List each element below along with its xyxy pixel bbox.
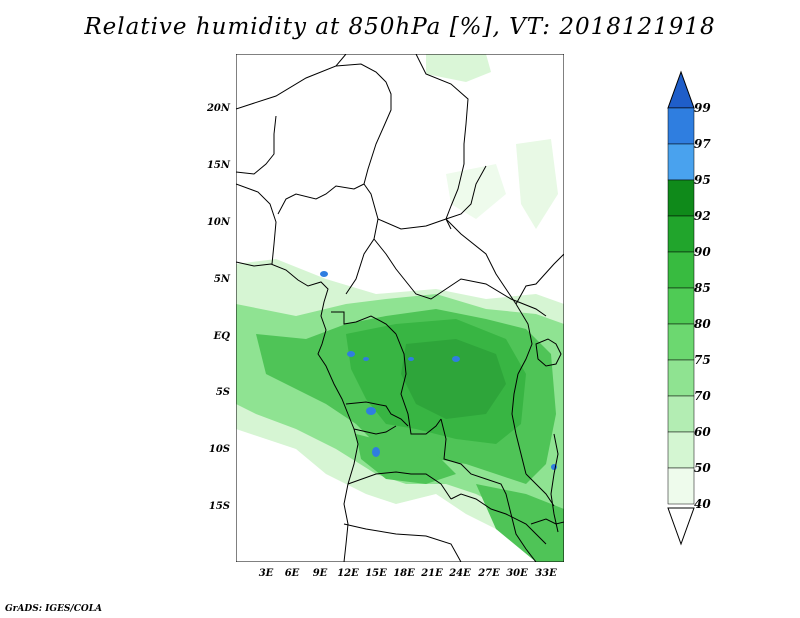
colorbar	[667, 70, 695, 546]
humidity-spot	[363, 357, 369, 361]
colorbar-bottom-triangle	[667, 507, 695, 546]
colorbar-swatch	[667, 251, 695, 289]
colorbar-label: 92	[694, 209, 711, 223]
colorbar-swatch	[667, 179, 695, 217]
colorbar-label: 99	[694, 101, 711, 115]
border	[353, 425, 397, 435]
humidity-spot	[320, 271, 328, 277]
africa-humidity-map	[236, 54, 564, 562]
colorbar-label: 97	[694, 137, 711, 151]
colorbar-swatch	[667, 359, 695, 397]
humidity-spot	[366, 407, 376, 415]
border	[445, 218, 517, 305]
lon-label: 6E	[284, 568, 300, 579]
border	[511, 373, 527, 475]
humidity-area	[476, 484, 564, 562]
border	[525, 473, 555, 507]
colorbar-swatch	[667, 215, 695, 253]
border	[530, 518, 564, 525]
border	[331, 311, 397, 335]
lon-label: 12E	[337, 568, 359, 579]
lon-label: 3E	[258, 568, 274, 579]
humidity-area	[401, 339, 506, 419]
lon-label: 9E	[312, 568, 328, 579]
colorbar-swatch	[667, 431, 695, 469]
humidity-area	[356, 434, 456, 484]
humidity-spot	[452, 356, 460, 362]
border	[345, 401, 409, 427]
lat-label: 15N	[206, 160, 230, 171]
lat-label: 10S	[208, 444, 230, 455]
humidity-spot	[408, 357, 414, 361]
lon-label: 21E	[421, 568, 443, 579]
footer-credit: GrADS: IGES/COLA	[5, 604, 103, 614]
colorbar-swatch	[667, 467, 695, 505]
border	[347, 471, 452, 500]
border	[415, 54, 469, 230]
humidity-spot	[372, 447, 380, 457]
border	[277, 183, 365, 215]
border	[236, 115, 277, 175]
border	[515, 303, 533, 375]
lat-label: 5N	[213, 274, 230, 285]
colorbar-label: 85	[694, 281, 711, 295]
humidity-area	[516, 139, 558, 229]
colorbar-label: 80	[694, 317, 711, 331]
border	[373, 238, 547, 317]
colorbar-swatch	[667, 323, 695, 361]
border	[236, 54, 347, 110]
border	[510, 513, 537, 562]
border	[395, 333, 442, 435]
colorbar-swatch	[667, 107, 695, 145]
colorbar-label: 40	[694, 497, 711, 511]
colorbar-label: 90	[694, 245, 711, 259]
border	[550, 433, 559, 533]
border	[535, 338, 562, 367]
colorbar-label: 50	[694, 461, 711, 475]
colorbar-top-triangle	[667, 70, 695, 109]
border	[343, 523, 462, 562]
border	[440, 418, 512, 515]
lon-label: 24E	[449, 568, 471, 579]
border	[236, 183, 277, 265]
humidity-spot	[347, 351, 355, 357]
lat-label: 10N	[206, 217, 230, 228]
lat-label: EQ	[213, 331, 230, 342]
colorbar-label: 70	[694, 389, 711, 403]
colorbar-swatch	[667, 287, 695, 325]
border	[335, 63, 392, 185]
borders	[236, 54, 564, 562]
lon-label: 33E	[535, 568, 557, 579]
colorbar-label: 60	[694, 425, 711, 439]
lat-label: 15S	[208, 501, 230, 512]
lon-label: 15E	[365, 568, 387, 579]
lat-label: 5S	[215, 387, 230, 398]
colorbar-label: 75	[694, 353, 711, 367]
chart-title: Relative humidity at 850hPa [%], VT: 201…	[84, 14, 716, 40]
colorbar-swatch	[667, 395, 695, 433]
lon-label: 27E	[478, 568, 500, 579]
lon-label: 30E	[506, 568, 528, 579]
border	[377, 165, 487, 230]
colorbar-label: 95	[694, 173, 711, 187]
colorbar-swatch	[667, 143, 695, 181]
border	[450, 493, 547, 545]
lon-label: 18E	[393, 568, 415, 579]
humidity-area	[426, 54, 491, 82]
lat-label: 20N	[206, 103, 230, 114]
border	[515, 253, 564, 305]
